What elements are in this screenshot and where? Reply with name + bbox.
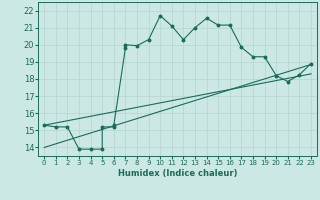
X-axis label: Humidex (Indice chaleur): Humidex (Indice chaleur) xyxy=(118,169,237,178)
